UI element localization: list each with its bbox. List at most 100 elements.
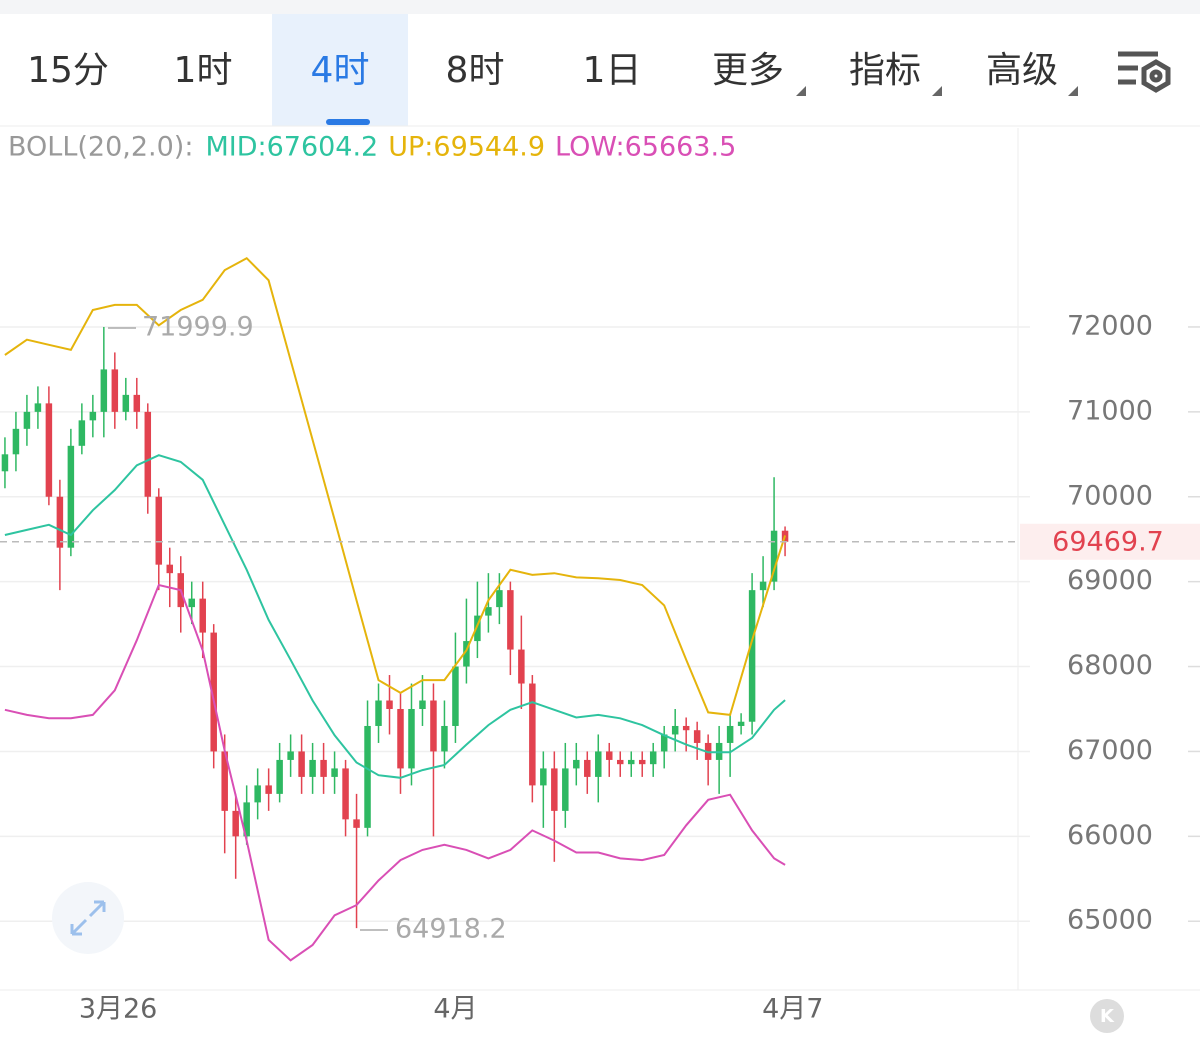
candle-body xyxy=(408,708,415,769)
active-tab-underline xyxy=(326,119,370,125)
candle-body xyxy=(627,759,635,765)
candle-body xyxy=(375,700,382,726)
candle-body xyxy=(12,428,20,455)
candle-body xyxy=(45,403,53,497)
candle-body xyxy=(693,730,701,743)
band-line xyxy=(4,256,787,716)
candle-body xyxy=(638,759,646,765)
y-tick-label: 72000 xyxy=(1067,310,1153,341)
high-annotation: 71999.9 xyxy=(142,312,254,343)
candle-body xyxy=(386,700,393,709)
dropdown-caret xyxy=(932,86,942,96)
candle-body xyxy=(737,721,745,726)
candle-body xyxy=(496,590,503,608)
legend-entry: MID:67604.2 xyxy=(205,132,378,163)
candle-body xyxy=(529,683,536,786)
candle-body xyxy=(649,751,657,765)
candle-body xyxy=(485,607,492,616)
y-tick-label: 68000 xyxy=(1067,650,1153,681)
k-icon: K xyxy=(1100,1006,1115,1027)
status-strip xyxy=(0,0,1200,14)
settings-icon[interactable] xyxy=(1118,51,1171,93)
tab-bar: 15分 1时 4时 8时 1日 更多 指标 高级 xyxy=(27,50,1058,91)
candle-body xyxy=(507,590,514,650)
active-tab-bg xyxy=(272,14,408,126)
tab[interactable]: 高级 xyxy=(986,50,1058,91)
candle-body xyxy=(243,802,250,837)
candle-body xyxy=(1,454,9,472)
candle-body xyxy=(199,598,206,633)
candle-body xyxy=(188,598,195,608)
tab[interactable]: 指标 xyxy=(849,50,921,91)
candle-body xyxy=(452,666,459,726)
candle-body xyxy=(287,751,294,760)
y-tick-label: 67000 xyxy=(1067,735,1153,766)
tab[interactable]: 更多 xyxy=(712,50,784,91)
tab[interactable]: 1日 xyxy=(583,50,642,91)
indicator-label: BOLL(20,2.0): xyxy=(8,132,193,163)
candle-body xyxy=(298,751,305,777)
candle-body xyxy=(660,734,668,752)
candle-body xyxy=(595,751,602,777)
candle-body xyxy=(671,725,679,735)
x-tick-label: 3月26 xyxy=(79,994,158,1025)
dropdown-caret xyxy=(796,86,806,96)
candle-body xyxy=(726,725,734,743)
y-tick-label: 65000 xyxy=(1067,905,1153,936)
candle-body xyxy=(584,759,591,777)
candle-body xyxy=(342,768,349,820)
candle-body xyxy=(78,420,86,446)
candle-body xyxy=(67,445,75,548)
candle-body xyxy=(397,708,404,769)
candle-body xyxy=(232,810,239,837)
candle-body xyxy=(463,641,470,667)
tab[interactable]: 4时 xyxy=(311,50,370,91)
candle-body xyxy=(23,411,31,429)
candle-body xyxy=(254,785,261,803)
candle-body xyxy=(276,759,283,794)
candle-body xyxy=(89,411,97,421)
tab[interactable]: 15分 xyxy=(27,50,109,91)
candle-body xyxy=(562,768,569,811)
candle-body xyxy=(155,496,163,565)
candle-body xyxy=(606,751,613,760)
candle-body xyxy=(430,700,437,752)
candle-body xyxy=(331,768,338,777)
candle-body xyxy=(221,751,228,811)
candle-body xyxy=(770,530,778,582)
candle-body xyxy=(364,725,371,828)
candle-body xyxy=(309,759,316,777)
expand-button[interactable] xyxy=(52,882,124,954)
candle-body xyxy=(616,759,624,765)
low-annotation: 64918.2 xyxy=(395,914,507,945)
y-tick-label: 70000 xyxy=(1067,480,1153,511)
candle-body xyxy=(144,411,152,497)
candle-body xyxy=(518,649,525,684)
band-line xyxy=(4,454,786,779)
tab[interactable]: 1时 xyxy=(174,50,233,91)
candle-body xyxy=(540,768,547,786)
candle-body xyxy=(573,759,580,769)
candle-body xyxy=(474,615,481,642)
x-tick-label: 4月 xyxy=(433,994,477,1025)
candle-body xyxy=(166,564,174,574)
band-line xyxy=(4,583,786,962)
dropdown-caret xyxy=(1068,86,1078,96)
k-button[interactable] xyxy=(1090,999,1124,1033)
candle-body xyxy=(210,632,217,752)
candle-body xyxy=(759,581,767,591)
y-tick-label: 71000 xyxy=(1067,395,1153,426)
price-tag: 69469.7 xyxy=(1052,526,1164,557)
expand-icon xyxy=(70,900,106,936)
candle-body xyxy=(353,819,360,828)
candle-body xyxy=(34,403,42,412)
candle-body xyxy=(441,725,448,752)
candle-body xyxy=(56,496,64,548)
plot: 65000 66000 67000 68000 69000 70000 71000 72000… xyxy=(0,256,1200,1025)
legend-entry: LOW:65663.5 xyxy=(555,132,736,163)
candle-body xyxy=(100,369,108,412)
tab[interactable]: 8时 xyxy=(446,50,505,91)
